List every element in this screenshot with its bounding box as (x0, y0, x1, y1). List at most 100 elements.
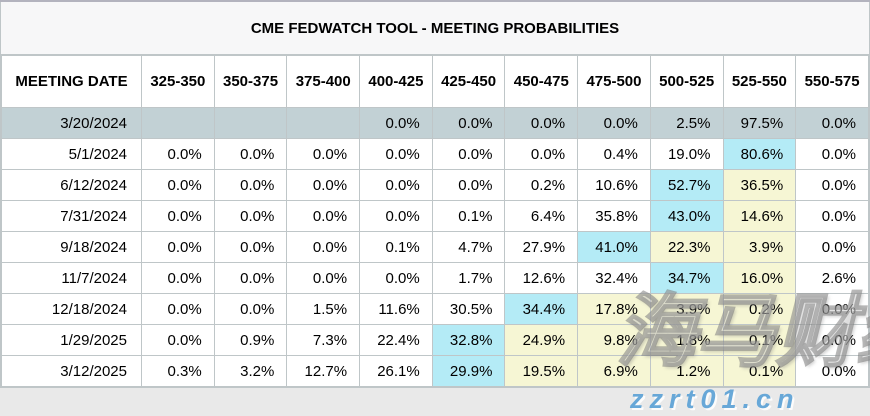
meeting-date-cell: 1/29/2025 (1, 324, 142, 356)
probability-cell: 19.0% (649, 138, 724, 170)
probability-cell: 7.3% (286, 324, 361, 356)
column-header: 350-375 (213, 55, 288, 108)
probability-cell: 0.3% (141, 355, 215, 387)
header-row: MEETING DATE 325-350 350-375 375-400 400-425… (1, 55, 869, 108)
probability-cell: 32.8% (431, 324, 506, 356)
window-top-divider (0, 0, 870, 2)
probability-cell: 35.8% (577, 200, 651, 232)
table-row: 11/7/2024 0.0% 0.0% 0.0% 0.0% 1.7% 12.6% 32.4% 3… (1, 262, 869, 294)
probability-cell: 3.9% (649, 293, 724, 325)
probability-cell: 0.0% (431, 138, 506, 170)
column-header: 325-350 (141, 55, 215, 108)
column-header: 500-525 (649, 55, 724, 108)
probability-cell: 26.1% (359, 355, 433, 387)
column-header: 400-425 (359, 55, 433, 108)
probability-cell: 0.0% (286, 262, 361, 294)
column-header: 550-575 (795, 55, 869, 108)
column-header: 375-400 (286, 55, 361, 108)
probability-cell: 29.9% (431, 355, 506, 387)
column-header: 475-500 (577, 55, 651, 108)
probability-cell: 0.0% (504, 138, 579, 170)
probability-cell: 0.0% (795, 324, 869, 356)
probability-cell: 0.0% (795, 200, 869, 232)
probability-cell: 0.0% (213, 200, 288, 232)
probability-cell: 17.8% (577, 293, 651, 325)
probability-cell: 0.0% (286, 200, 361, 232)
meeting-date-cell: 11/7/2024 (1, 262, 142, 294)
probability-cell: 22.3% (649, 231, 724, 263)
meeting-probabilities-table: MEETING DATE 325-350 350-375 375-400 400-425… (1, 55, 869, 387)
probability-cell: 14.6% (722, 200, 797, 232)
table-row: 6/12/2024 0.0% 0.0% 0.0% 0.0% 0.0% 0.2% 10.6% 52… (1, 169, 869, 201)
meeting-date-cell: 9/18/2024 (1, 231, 142, 263)
probability-cell: 0.0% (141, 169, 215, 201)
probability-cell: 4.7% (431, 231, 506, 263)
meeting-date-cell: 12/18/2024 (1, 293, 142, 325)
probability-cell: 0.0% (359, 200, 433, 232)
probability-cell: 10.6% (577, 169, 651, 201)
probability-cell: 0.0% (213, 262, 288, 294)
probability-cell: 0.0% (286, 169, 361, 201)
probability-cell: 0.2% (504, 169, 579, 201)
probability-cell: 0.0% (286, 138, 361, 170)
probability-cell: 0.0% (141, 138, 215, 170)
probability-cell: 30.5% (431, 293, 506, 325)
column-header: 525-550 (722, 55, 797, 108)
table-body: 3/20/2024 0.0% 0.0% 0.0% 0.0% 2.5% 97.5% 0.0% 5/… (1, 107, 869, 387)
probability-cell: 0.0% (359, 138, 433, 170)
probability-cell: 3.9% (722, 231, 797, 263)
probability-cell: 0.0% (141, 293, 215, 325)
table-header: MEETING DATE 325-350 350-375 375-400 400-425… (1, 55, 869, 108)
probability-cell: 1.7% (431, 262, 506, 294)
probability-cell: 0.0% (431, 169, 506, 201)
probability-cell: 0.0% (795, 138, 869, 170)
probability-cell: 0.0% (577, 107, 651, 139)
watermark-url: zzrt01.cn (630, 384, 800, 414)
column-header-meeting-date: MEETING DATE (1, 55, 142, 108)
probability-cell (286, 107, 361, 139)
probability-cell: 0.0% (141, 262, 215, 294)
probability-cell: 41.0% (577, 231, 651, 263)
probability-cell: 0.0% (213, 169, 288, 201)
probability-cell: 16.0% (722, 262, 797, 294)
meeting-date-cell: 3/20/2024 (1, 107, 142, 139)
probability-cell: 97.5% (722, 107, 797, 139)
probability-cell: 0.0% (213, 231, 288, 263)
probability-cell: 34.7% (649, 262, 724, 294)
probability-cell: 32.4% (577, 262, 651, 294)
probability-cell: 0.0% (504, 107, 579, 139)
probability-cell: 80.6% (722, 138, 797, 170)
meeting-date-cell: 3/12/2025 (1, 355, 142, 387)
probability-cell: 0.4% (577, 138, 651, 170)
column-header: 450-475 (504, 55, 579, 108)
probability-cell (141, 107, 215, 139)
meeting-date-cell: 6/12/2024 (1, 169, 142, 201)
probability-cell: 0.0% (431, 107, 506, 139)
probability-cell: 0.0% (141, 231, 215, 263)
probability-cell: 52.7% (649, 169, 724, 201)
fedwatch-panel: CME FEDWATCH TOOL - MEETING PROBABILITIE… (0, 2, 870, 388)
probability-cell (213, 107, 288, 139)
probability-cell: 0.1% (359, 231, 433, 263)
probability-cell: 0.0% (141, 200, 215, 232)
probability-cell: 0.0% (359, 262, 433, 294)
table-row: 3/12/2025 0.3% 3.2% 12.7% 26.1% 29.9% 19.5% 6.9… (1, 355, 869, 387)
probability-cell: 1.5% (286, 293, 361, 325)
probability-cell: 2.6% (795, 262, 869, 294)
probability-cell: 0.1% (431, 200, 506, 232)
meeting-date-cell: 7/31/2024 (1, 200, 142, 232)
meeting-date-cell: 5/1/2024 (1, 138, 142, 170)
probability-cell: 0.0% (795, 293, 869, 325)
page-title: CME FEDWATCH TOOL - MEETING PROBABILITIE… (1, 2, 869, 55)
probability-cell: 0.0% (141, 324, 215, 356)
probability-cell: 0.0% (213, 293, 288, 325)
probability-cell: 0.0% (359, 107, 433, 139)
probability-cell: 6.9% (577, 355, 651, 387)
probability-cell: 0.1% (722, 355, 797, 387)
probability-cell: 0.0% (286, 231, 361, 263)
probability-cell: 43.0% (649, 200, 724, 232)
probability-cell: 34.4% (504, 293, 579, 325)
column-header: 425-450 (431, 55, 506, 108)
probability-cell: 0.2% (722, 293, 797, 325)
table-row: 12/18/2024 0.0% 0.0% 1.5% 11.6% 30.5% 34.4% 17.… (1, 293, 869, 325)
